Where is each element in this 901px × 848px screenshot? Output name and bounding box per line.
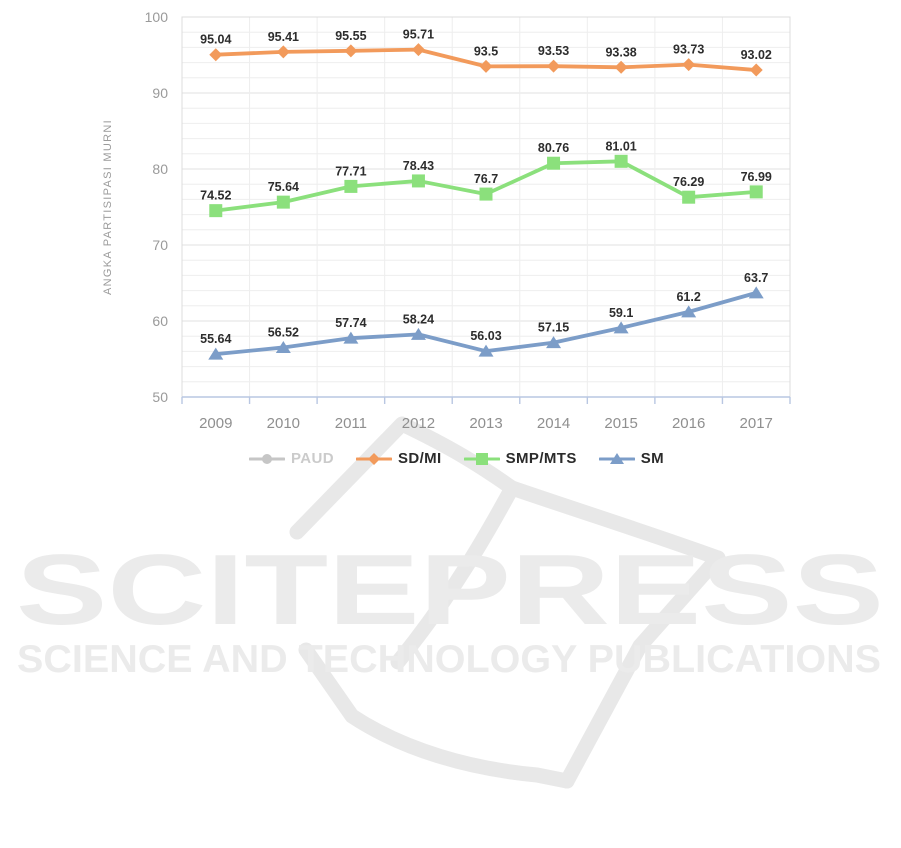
smp-mts-legend-marker-icon xyxy=(463,451,501,467)
legend-item-paud[interactable]: PAUD xyxy=(248,450,334,467)
svg-text:2010: 2010 xyxy=(267,415,300,432)
svg-text:57.15: 57.15 xyxy=(538,321,569,335)
svg-text:81.01: 81.01 xyxy=(605,139,636,153)
svg-text:80: 80 xyxy=(152,161,168,177)
legend-item-sd-mi[interactable]: SD/MI xyxy=(355,450,442,467)
svg-text:100: 100 xyxy=(145,9,169,25)
svg-text:58.24: 58.24 xyxy=(403,312,434,326)
svg-text:57.74: 57.74 xyxy=(335,316,366,330)
svg-text:2017: 2017 xyxy=(740,415,773,432)
svg-text:59.1: 59.1 xyxy=(609,306,633,320)
svg-text:2014: 2014 xyxy=(537,415,570,432)
svg-text:76.7: 76.7 xyxy=(474,172,498,186)
svg-text:95.04: 95.04 xyxy=(200,33,231,47)
legend-label-sm: SM xyxy=(640,450,665,467)
apm-line-chart: ANGKA PARTISIPASI MURNI 50 60 70 80 90 100 200… xyxy=(102,9,791,432)
svg-text:76.99: 76.99 xyxy=(741,170,772,184)
svg-text:2015: 2015 xyxy=(604,415,637,432)
legend-label-sd-mi: SD/MI xyxy=(397,450,442,467)
svg-text:93.02: 93.02 xyxy=(741,48,772,62)
series-smp-mts xyxy=(209,154,763,218)
series-sm xyxy=(208,286,764,360)
legend-label-smp-mts: SMP/MTS xyxy=(505,450,577,467)
svg-text:80.76: 80.76 xyxy=(538,141,569,155)
svg-text:61.2: 61.2 xyxy=(676,290,700,304)
svg-text:2012: 2012 xyxy=(402,415,435,432)
svg-text:93.73: 93.73 xyxy=(673,43,704,57)
svg-text:2009: 2009 xyxy=(199,415,232,432)
svg-text:2013: 2013 xyxy=(469,415,502,432)
series-sd-mi-data-labels: 95.04 95.41 95.55 95.71 93.5 93.53 93.38 93.73 9… xyxy=(200,28,772,62)
y-tick-labels: 50 60 70 80 90 100 xyxy=(145,9,169,405)
plot-area: 50 60 70 80 90 100 2009 2010 2011 2012 2013 2014 201… xyxy=(145,9,791,432)
svg-text:60: 60 xyxy=(152,313,168,329)
legend-item-sm[interactable]: SM xyxy=(598,450,665,467)
svg-text:77.71: 77.71 xyxy=(335,164,366,178)
svg-text:74.52: 74.52 xyxy=(200,189,231,203)
svg-text:95.41: 95.41 xyxy=(268,30,299,44)
sm-legend-marker-icon xyxy=(598,451,636,467)
x-tick-labels: 2009 2010 2011 2012 2013 2014 2015 2016 2017 xyxy=(199,415,773,432)
watermark-subtitle: SCIENCE AND TECHNOLOGY PUBLICATIONS xyxy=(17,638,881,681)
svg-text:70: 70 xyxy=(152,237,168,253)
svg-text:56.52: 56.52 xyxy=(268,325,299,339)
svg-text:78.43: 78.43 xyxy=(403,159,434,173)
svg-text:55.64: 55.64 xyxy=(200,332,231,346)
legend-item-smp-mts[interactable]: SMP/MTS xyxy=(463,450,577,467)
svg-text:76.29: 76.29 xyxy=(673,175,704,189)
svg-text:56.03: 56.03 xyxy=(470,329,501,343)
series-smp-mts-data-labels: 74.52 75.64 77.71 78.43 76.7 80.76 81.01 76.29 7… xyxy=(200,139,772,202)
svg-text:50: 50 xyxy=(152,389,168,405)
scitepress-logo-shape xyxy=(289,416,726,789)
svg-text:75.64: 75.64 xyxy=(268,180,299,194)
svg-text:63.7: 63.7 xyxy=(744,271,768,285)
x-axis xyxy=(181,396,791,404)
series-sd-mi xyxy=(209,43,763,77)
svg-text:93.53: 93.53 xyxy=(538,44,569,58)
svg-text:2016: 2016 xyxy=(672,415,705,432)
series-sm-data-labels: 55.64 56.52 57.74 58.24 56.03 57.15 59.1 61.2 63… xyxy=(200,271,768,346)
svg-text:93.5: 93.5 xyxy=(474,44,498,58)
svg-text:2011: 2011 xyxy=(335,415,367,432)
svg-text:90: 90 xyxy=(152,85,168,101)
sd-mi-legend-marker-icon xyxy=(355,451,393,467)
svg-text:95.71: 95.71 xyxy=(403,28,434,42)
chart-legend: PAUD SD/MI SMP/MTS SM xyxy=(6,450,901,467)
svg-text:95.55: 95.55 xyxy=(335,29,366,43)
legend-label-paud: PAUD xyxy=(290,450,334,467)
svg-text:93.38: 93.38 xyxy=(605,45,636,59)
watermark-title: SCITEPRESS xyxy=(16,534,884,646)
y-axis-title: ANGKA PARTISIPASI MURNI xyxy=(102,119,114,295)
paud-legend-marker-icon xyxy=(248,451,286,467)
